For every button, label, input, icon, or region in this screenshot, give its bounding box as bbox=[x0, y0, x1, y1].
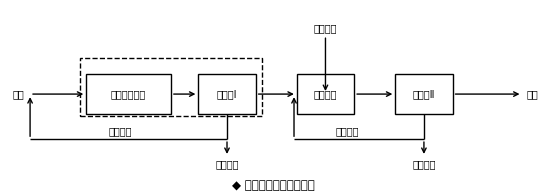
Text: 外加碳源: 外加碳源 bbox=[314, 23, 337, 33]
Text: 污泥回流: 污泥回流 bbox=[109, 126, 132, 136]
Text: 沉淀池Ⅱ: 沉淀池Ⅱ bbox=[412, 89, 435, 99]
Bar bbox=[86, 74, 171, 114]
Text: 进水: 进水 bbox=[13, 89, 25, 99]
Text: 除碳、硝化池: 除碳、硝化池 bbox=[111, 89, 146, 99]
Text: 剩余污泥: 剩余污泥 bbox=[412, 159, 435, 169]
Bar bbox=[79, 58, 263, 116]
Text: ◆ 两段生物脱氮工艺流程: ◆ 两段生物脱氮工艺流程 bbox=[232, 179, 315, 192]
Text: 沉淀池Ⅰ: 沉淀池Ⅰ bbox=[217, 89, 237, 99]
Text: 出水: 出水 bbox=[527, 89, 538, 99]
Bar bbox=[198, 74, 255, 114]
Bar bbox=[296, 74, 354, 114]
Bar bbox=[395, 74, 453, 114]
Text: 剩余污泥: 剩余污泥 bbox=[216, 159, 238, 169]
Text: 反硝化池: 反硝化池 bbox=[314, 89, 337, 99]
Text: 污泥回流: 污泥回流 bbox=[336, 126, 359, 136]
